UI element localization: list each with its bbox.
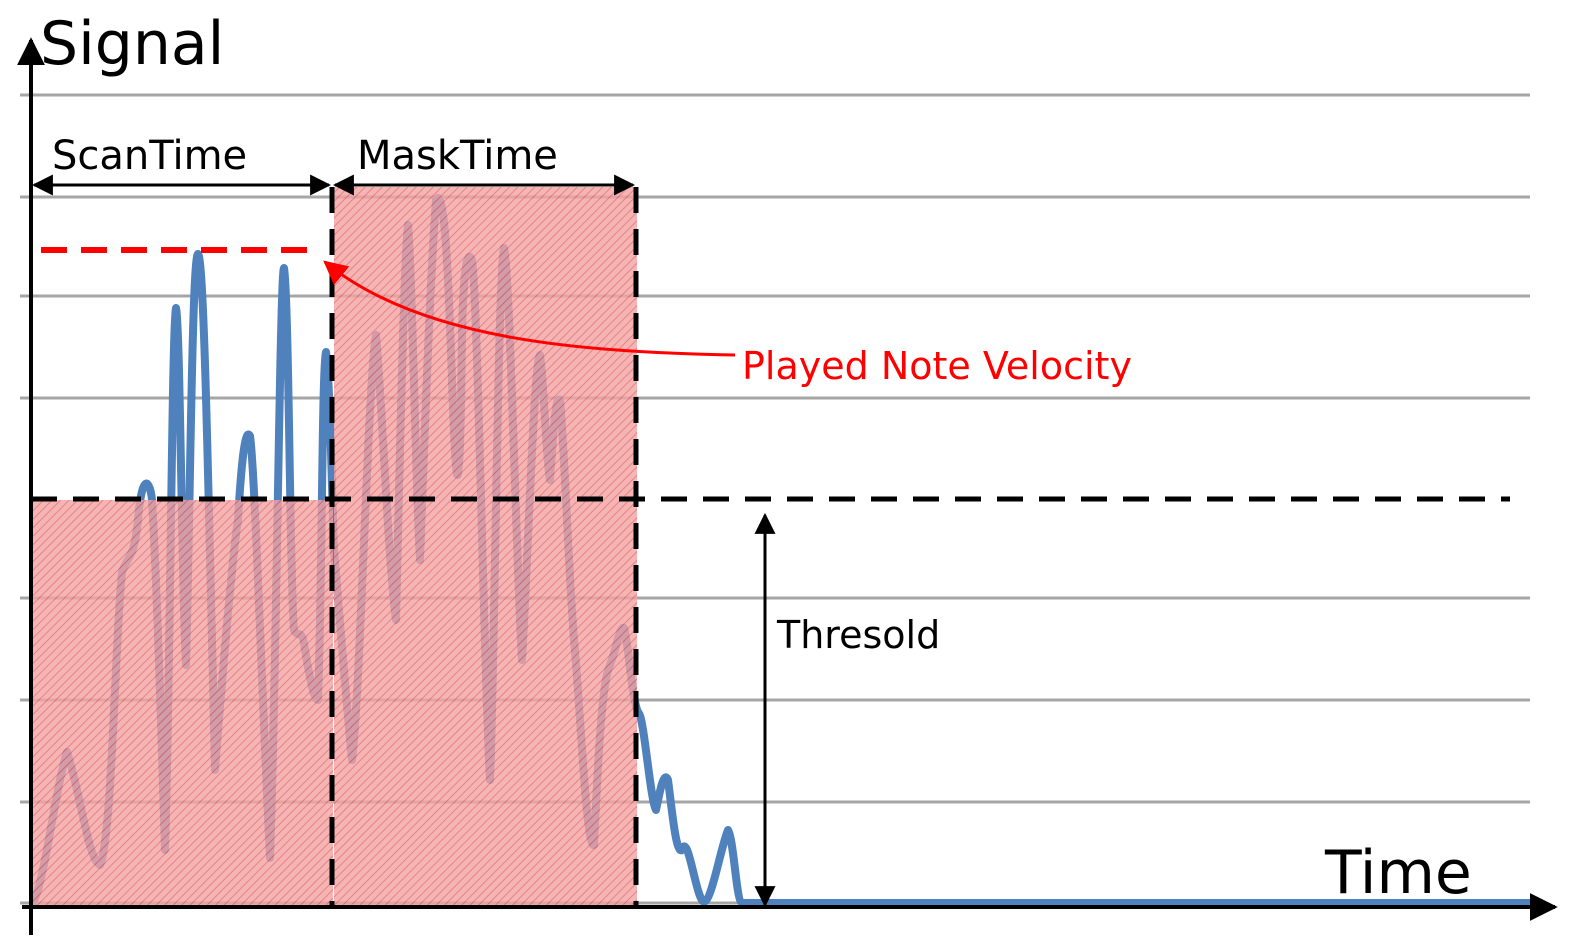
velocity-label: Played Note Velocity — [742, 344, 1132, 388]
scan-time-label: ScanTime — [52, 133, 247, 179]
y-axis-title: Signal — [40, 9, 224, 79]
mask-time-region — [334, 187, 637, 905]
velocity-pointer-arrow — [323, 260, 736, 357]
threshold-label: Thresold — [776, 613, 940, 657]
hatched-regions — [31, 187, 637, 905]
scan-below-threshold-region — [31, 500, 333, 905]
mask-time-label: MaskTime — [357, 133, 558, 179]
x-axis-title: Time — [1324, 838, 1472, 908]
